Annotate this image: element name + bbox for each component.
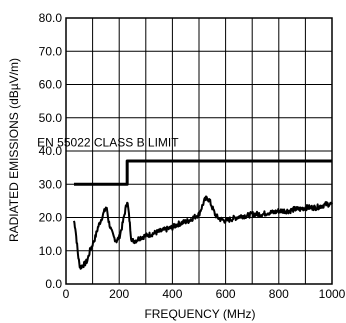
y-tick-label: 40.0 (39, 144, 63, 158)
y-axis-title: RADIATED EMISSIONS (dBµV/m) (7, 58, 21, 242)
x-tick-label: 600 (216, 287, 236, 301)
x-tick-labels: 0 200 400 600 800 1000 (63, 287, 346, 301)
x-tick-label: 800 (269, 287, 289, 301)
y-tick-label: 70.0 (39, 44, 63, 58)
y-tick-label: 10.0 (39, 244, 63, 258)
x-tick-label: 200 (109, 287, 129, 301)
limit-line (73, 159, 332, 186)
x-tick-label: 1000 (319, 287, 346, 301)
y-tick-label: 30.0 (39, 177, 63, 191)
x-tick-label: 0 (63, 287, 70, 301)
y-tick-label: 20.0 (39, 211, 63, 225)
y-tick-label: 60.0 (39, 78, 63, 92)
y-tick-label: 50.0 (39, 111, 63, 125)
limit-annotation: EN 55022 CLASS B LIMIT (37, 136, 179, 150)
emissions-trace (73, 195, 333, 270)
y-tick-label: 0.0 (45, 277, 62, 291)
data-series (73, 159, 333, 270)
grid-lines (66, 18, 332, 284)
x-axis-title: FREQUENCY (MHz) (144, 307, 255, 321)
x-tick-label: 400 (162, 287, 182, 301)
y-tick-labels: 0.0 10.0 20.0 30.0 40.0 50.0 60.0 70.0 80.0 (39, 11, 63, 291)
annotations: EN 55022 CLASS B LIMIT (37, 136, 179, 150)
y-tick-label: 80.0 (39, 11, 63, 25)
plot-frame (65, 17, 333, 285)
